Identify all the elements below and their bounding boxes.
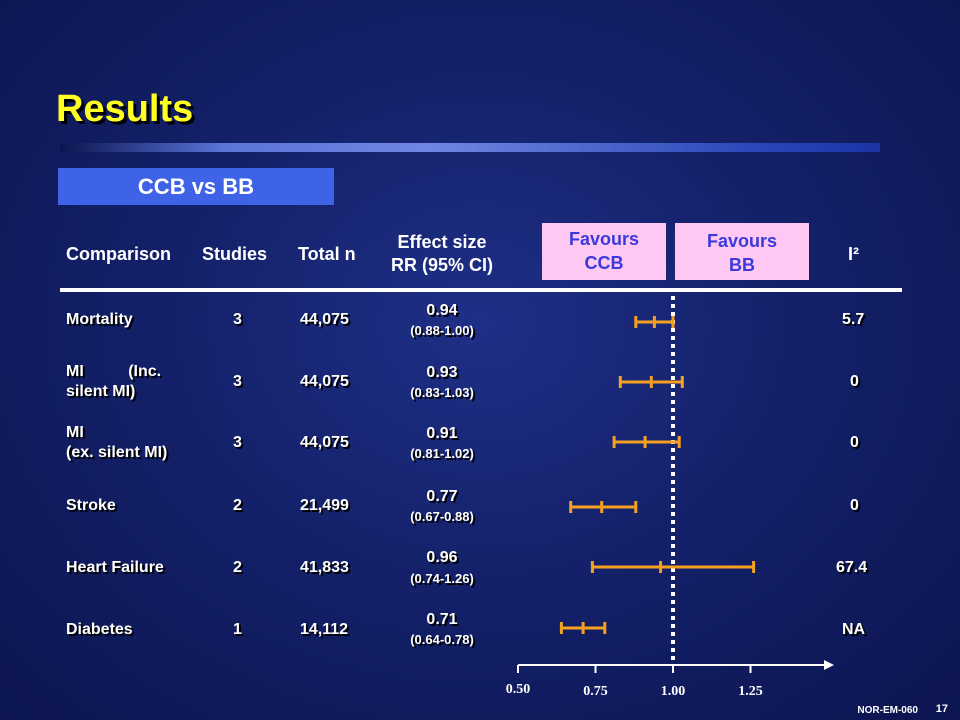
- row-ci: (0.67-0.88): [410, 509, 474, 524]
- x-tick-label: 0.75: [583, 684, 608, 699]
- slide-number: 17: [935, 703, 948, 715]
- row-total-n: 44,075: [300, 373, 349, 390]
- row-ci: (0.64-0.78): [410, 632, 474, 647]
- favours-bb-box: Favours BB: [675, 223, 809, 280]
- subtitle: CCB vs BB: [137, 173, 255, 199]
- row-rr: 0.77: [426, 488, 458, 505]
- row-label-heart-failure: Heart Failure: [66, 559, 164, 576]
- row-studies: 2: [233, 559, 242, 576]
- header-comparison: Comparison: [66, 244, 172, 264]
- row-total-n: 44,075: [300, 311, 349, 328]
- favours-ccb-line2: CCB: [584, 253, 624, 273]
- x-tick-label: 0.50: [506, 682, 531, 697]
- x-tick-label: 1.00: [661, 684, 686, 699]
- row-total-n: 44,075: [300, 434, 349, 451]
- row-studies: 2: [233, 497, 242, 514]
- row-i2: 67.4: [836, 559, 868, 576]
- favours-ccb-line1: Favours: [568, 229, 640, 249]
- header-total-n: Total n: [298, 244, 356, 264]
- favours-ccb-box: Favours CCB: [542, 223, 666, 280]
- row-i2: 0: [850, 497, 859, 514]
- row-label-mi-inc-line1: MI (Inc.: [66, 363, 162, 380]
- slide-code: NOR-EM-060: [857, 705, 918, 716]
- row-rr: 0.91: [426, 425, 458, 442]
- header-studies: Studies: [202, 244, 268, 264]
- row-label-mortality: Mortality: [66, 311, 133, 328]
- header-effect-size-line1: Effect size: [397, 232, 487, 252]
- row-i2: 0: [850, 434, 859, 451]
- row-rr: 0.71: [426, 611, 458, 628]
- header-effect-size: Effect size RR (95% CI): [372, 231, 512, 277]
- row-ci: (0.81-1.02): [410, 446, 474, 461]
- favours-bb-line2: BB: [729, 255, 755, 275]
- row-label-mi-ex-line1: MI: [66, 424, 84, 441]
- row-total-n: 21,499: [300, 497, 349, 514]
- row-label-mi-ex-line2: (ex. silent MI): [66, 444, 168, 461]
- row-ci: (0.88-1.00): [410, 323, 474, 338]
- row-studies: 3: [233, 373, 242, 390]
- header-i2: I²: [848, 244, 859, 264]
- row-rr: 0.96: [426, 549, 458, 566]
- favours-bb-line1: Favours: [706, 231, 778, 251]
- row-rr: 0.93: [426, 364, 458, 381]
- title-underline-bar: [60, 143, 880, 152]
- row-total-n: 41,833: [300, 559, 349, 576]
- row-label-mi-inc-line2: silent MI): [66, 383, 136, 400]
- row-total-n: 14,112: [300, 621, 349, 638]
- row-studies: 3: [233, 311, 242, 328]
- row-studies: 1: [233, 621, 242, 638]
- row-i2: 0: [850, 373, 859, 390]
- row-i2: NA: [842, 621, 866, 638]
- x-tick-label: 1.25: [738, 684, 763, 699]
- row-studies: 3: [233, 434, 242, 451]
- subtitle-box: CCB vs BB: [58, 168, 334, 205]
- row-rr: 0.94: [426, 302, 458, 319]
- row-label-diabetes: Diabetes: [66, 621, 133, 638]
- row-label-stroke: Stroke: [66, 497, 116, 514]
- row-i2: 5.7: [842, 311, 865, 328]
- header-effect-size-line2: RR (95% CI): [390, 255, 493, 275]
- row-ci: (0.74-1.26): [410, 571, 474, 586]
- row-ci: (0.83-1.03): [410, 385, 474, 400]
- header-rule: [60, 288, 902, 292]
- x-axis-arrow: [824, 660, 834, 670]
- slide-title: Results: [56, 88, 194, 130]
